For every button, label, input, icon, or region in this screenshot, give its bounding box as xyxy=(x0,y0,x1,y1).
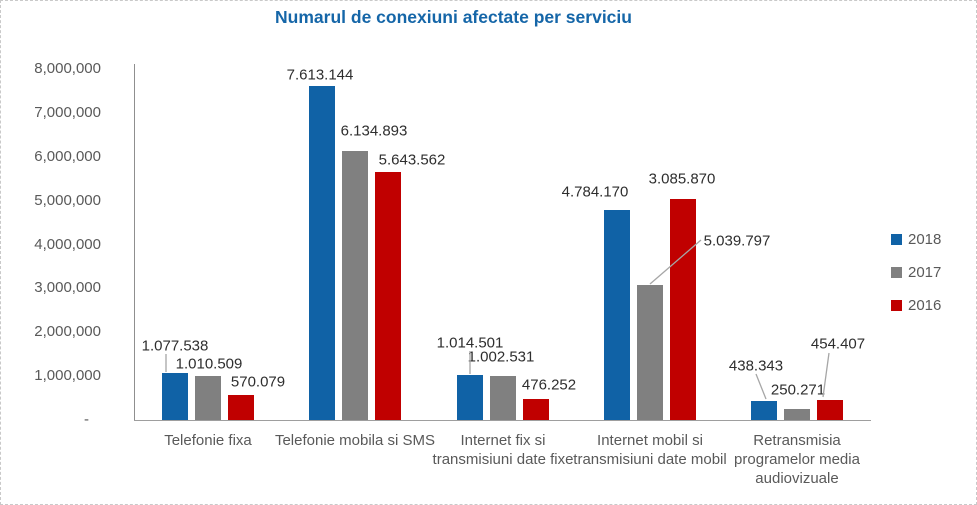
y-axis-tick-label: 6,000,000 xyxy=(34,147,101,165)
y-axis-tick-label: 7,000,000 xyxy=(34,103,101,121)
bar-2017-telefonie-fixa[interactable] xyxy=(195,376,221,420)
bar-2016-telefonie-fixa[interactable] xyxy=(228,395,254,420)
bar-2017-internet-fix-si-transmisiuni-date-fixe[interactable] xyxy=(490,376,516,420)
legend-swatch-2018-icon xyxy=(891,234,902,245)
value-label-2017-internet-fix-si-transmisiuni-date-fixe: 1.002.531 xyxy=(467,348,535,366)
legend-label-2018: 2018 xyxy=(908,231,942,248)
value-label-2017-telefonie-fixa: 1.010.509 xyxy=(175,355,243,373)
legend-swatch-2016-icon xyxy=(891,300,902,311)
y-axis-tick-label: 3,000,000 xyxy=(34,279,101,297)
category-label-telefonie-fixa: Telefonie fixa xyxy=(164,432,252,449)
legend: 2018 2017 2016 xyxy=(891,231,941,314)
bar-2017-telefonie-mobila-si-sms[interactable] xyxy=(342,151,368,420)
legend-item-2018[interactable]: 2018 xyxy=(891,231,941,248)
value-label-2018-internet-mobil-si-transmisiuni-date-mobil: 4.784.170 xyxy=(561,183,629,201)
bar-2016-retransmisia-programelor-media-audiovizuale[interactable] xyxy=(817,400,843,420)
category-label-retransmisia-programelor-media-audiovizuale: Retransmisia programelor media audiovizu… xyxy=(734,432,860,487)
legend-label-2017: 2017 xyxy=(908,264,942,281)
bar-2018-internet-fix-si-transmisiuni-date-fixe[interactable] xyxy=(457,375,483,420)
bar-2017-retransmisia-programelor-media-audiovizuale[interactable] xyxy=(784,409,810,420)
category-label-internet-fix-si-transmisiuni-date-fixe: Internet fix si transmisiuni date fixe xyxy=(432,432,574,468)
value-label-2016-telefonie-mobila-si-sms: 5.643.562 xyxy=(378,151,446,169)
value-label-2017-internet-mobil-si-transmisiuni-date-mobil: 3.085.870 xyxy=(648,170,716,188)
value-label-2017-retransmisia-programelor-media-audiovizuale: 250.271 xyxy=(770,381,826,399)
value-label-2016-internet-mobil-si-transmisiuni-date-mobil: 5.039.797 xyxy=(703,232,771,250)
bar-2016-telefonie-mobila-si-sms[interactable] xyxy=(375,172,401,420)
y-axis-tick-label: 1,000,000 xyxy=(34,367,101,385)
y-axis-tick-label: 8,000,000 xyxy=(34,60,101,77)
value-label-2016-retransmisia-programelor-media-audiovizuale: 454.407 xyxy=(810,335,866,353)
y-axis-tick-label: - xyxy=(84,411,89,428)
value-label-2018-telefonie-mobila-si-sms: 7.613.144 xyxy=(286,66,354,84)
value-label-2017-telefonie-mobila-si-sms: 6.134.893 xyxy=(340,122,408,140)
bar-2018-telefonie-fixa[interactable] xyxy=(162,373,188,420)
y-axis-tick-label: 5,000,000 xyxy=(34,191,101,209)
legend-item-2017[interactable]: 2017 xyxy=(891,264,941,281)
value-label-2016-telefonie-fixa: 570.079 xyxy=(230,373,286,391)
value-label-2018-internet-fix-si-transmisiuni-date-fixe: 1.014.501 xyxy=(436,334,504,352)
category-label-internet-mobil-si-transmisiuni-date-mobil: Internet mobil si transmisiuni date mobi… xyxy=(573,432,727,468)
bar-2018-retransmisia-programelor-media-audiovizuale[interactable] xyxy=(751,401,777,420)
legend-item-2016[interactable]: 2016 xyxy=(891,297,941,314)
bar-2016-internet-fix-si-transmisiuni-date-fixe[interactable] xyxy=(523,399,549,420)
value-label-2018-telefonie-fixa: 1.077.538 xyxy=(141,337,209,355)
x-axis-line xyxy=(134,420,871,421)
y-axis-tick-label: 4,000,000 xyxy=(34,235,101,253)
bar-2016-internet-mobil-si-transmisiuni-date-mobil[interactable] xyxy=(670,199,696,420)
bar-2017-internet-mobil-si-transmisiuni-date-mobil[interactable] xyxy=(637,285,663,420)
legend-label-2016: 2016 xyxy=(908,297,942,314)
y-axis-tick-label: 2,000,000 xyxy=(34,323,101,341)
leader-line xyxy=(755,373,767,400)
chart-title: Numarul de conexiuni afectate per servic… xyxy=(275,7,632,27)
legend-swatch-2017-icon xyxy=(891,267,902,278)
y-axis-line xyxy=(134,64,135,420)
bar-2018-internet-mobil-si-transmisiuni-date-mobil[interactable] xyxy=(604,210,630,420)
category-label-telefonie-mobila-si-sms: Telefonie mobila si SMS xyxy=(274,432,436,449)
bar-2018-telefonie-mobila-si-sms[interactable] xyxy=(309,86,335,420)
value-label-2018-retransmisia-programelor-media-audiovizuale: 438.343 xyxy=(728,357,784,375)
value-label-2016-internet-fix-si-transmisiuni-date-fixe: 476.252 xyxy=(521,376,577,394)
